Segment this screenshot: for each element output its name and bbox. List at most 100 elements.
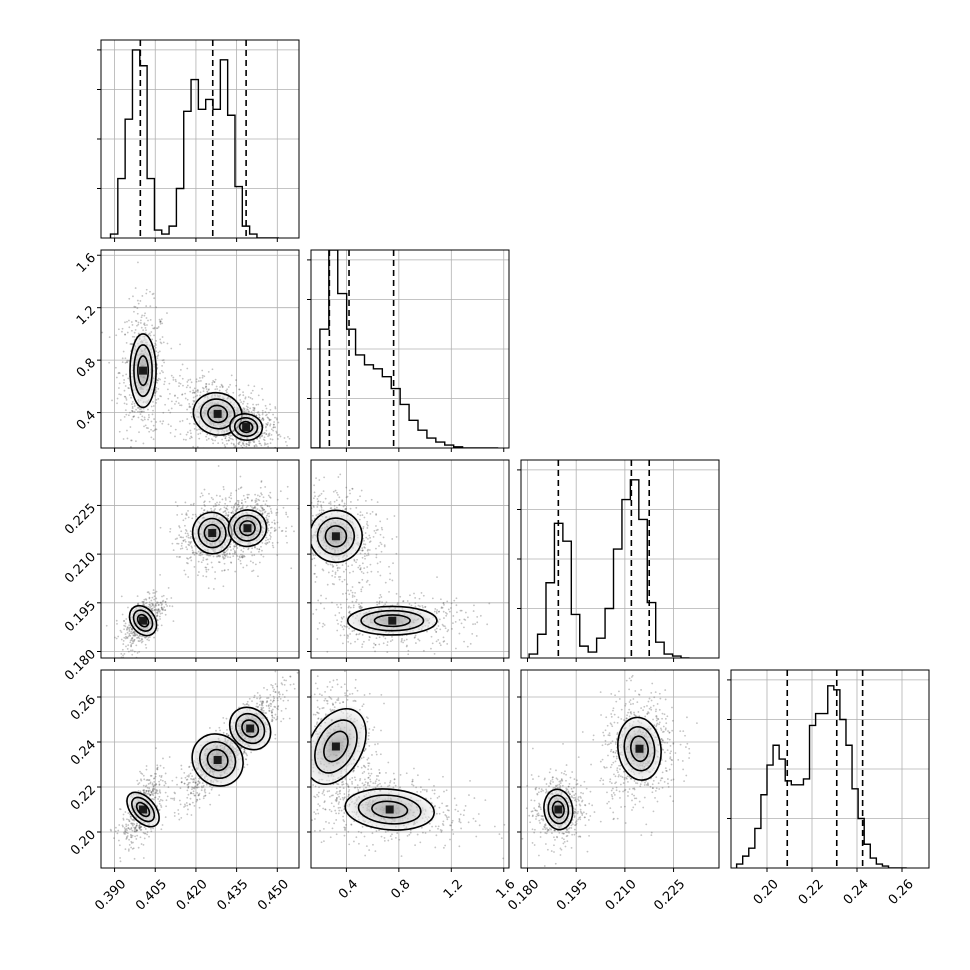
sample-point <box>442 640 445 643</box>
sample-point <box>221 498 224 501</box>
sample-point <box>131 834 134 837</box>
sample-point <box>309 520 311 522</box>
sample-point <box>248 444 250 447</box>
sample-point <box>148 597 151 600</box>
sample-point <box>134 827 137 829</box>
sample-point <box>167 587 170 589</box>
sample-point <box>247 406 249 409</box>
sample-point <box>169 411 172 414</box>
sample-point <box>132 642 135 644</box>
sample-point <box>249 441 252 444</box>
sample-point <box>186 408 189 411</box>
sample-point <box>156 767 159 770</box>
sample-point <box>486 623 489 626</box>
sample-point <box>393 515 396 517</box>
sample-point <box>142 774 145 777</box>
sample-point <box>294 552 296 554</box>
sample-point <box>138 637 141 640</box>
sample-point <box>252 409 255 412</box>
sample-point <box>247 410 250 413</box>
sample-point <box>262 555 265 558</box>
sample-point <box>112 660 114 662</box>
sample-point <box>265 433 268 436</box>
sample-point <box>366 527 369 529</box>
sample-point <box>266 413 268 416</box>
sample-point <box>235 545 238 548</box>
sample-point <box>335 564 338 567</box>
sample-point <box>143 598 146 601</box>
sample-point <box>114 830 117 833</box>
sample-point <box>305 544 307 546</box>
sample-point <box>142 603 145 605</box>
sample-point <box>210 507 212 510</box>
sample-point <box>223 569 226 572</box>
sample-point <box>321 568 324 571</box>
sample-point <box>193 391 196 394</box>
sample-point <box>161 612 164 615</box>
sample-point <box>302 502 304 504</box>
sample-point <box>228 453 230 455</box>
sample-point <box>417 638 420 641</box>
sample-point <box>143 601 145 603</box>
sample-point <box>159 320 162 323</box>
sample-point <box>334 576 336 578</box>
sample-point <box>231 510 234 513</box>
sample-point <box>232 450 234 452</box>
sample-point <box>320 504 323 507</box>
sample-point <box>218 501 221 504</box>
sample-point <box>243 407 246 410</box>
sample-point <box>327 563 329 566</box>
sample-point <box>128 394 131 396</box>
sample-point <box>296 519 298 521</box>
sample-point <box>132 295 134 298</box>
sample-point <box>326 650 329 653</box>
sample-point <box>124 622 127 625</box>
sample-point <box>130 445 132 448</box>
sample-point <box>155 327 158 330</box>
sample-point <box>300 563 302 565</box>
sample-point <box>248 444 251 447</box>
sample-point <box>221 569 223 572</box>
sample-point <box>364 552 366 555</box>
sample-point <box>230 457 232 459</box>
sample-point <box>126 636 128 639</box>
sample-point <box>245 405 248 408</box>
sample-point <box>125 823 128 826</box>
sample-point <box>197 433 200 436</box>
sample-point <box>141 410 144 413</box>
sample-point <box>193 391 196 394</box>
sample-point <box>124 660 126 662</box>
sample-point <box>243 498 246 501</box>
sample-point <box>240 452 242 454</box>
sample-point <box>405 638 408 641</box>
sample-point <box>336 491 338 494</box>
sample-point <box>254 493 257 496</box>
sample-point <box>448 610 451 613</box>
sample-point <box>346 495 349 498</box>
sample-point <box>414 597 417 599</box>
sample-point <box>146 792 149 795</box>
sample-point <box>192 551 195 554</box>
sample-point <box>317 500 320 503</box>
sample-point <box>116 454 118 456</box>
sample-point <box>353 559 356 562</box>
sample-point <box>155 608 158 611</box>
sample-point <box>358 605 361 608</box>
sample-point <box>414 602 417 605</box>
sample-point <box>136 307 139 310</box>
sample-point <box>161 422 164 425</box>
sample-point <box>143 832 146 835</box>
sample-point <box>285 511 287 514</box>
sample-point <box>157 354 160 357</box>
sample-point <box>308 526 310 528</box>
sample-point <box>182 539 185 542</box>
sample-point <box>163 361 165 364</box>
sample-point <box>175 380 177 383</box>
sample-point <box>337 476 340 478</box>
sample-point <box>260 480 263 482</box>
sample-point <box>264 404 267 407</box>
sample-point <box>290 536 292 538</box>
sample-point <box>138 457 140 459</box>
sample-point <box>447 608 450 611</box>
sample-point <box>260 492 262 495</box>
